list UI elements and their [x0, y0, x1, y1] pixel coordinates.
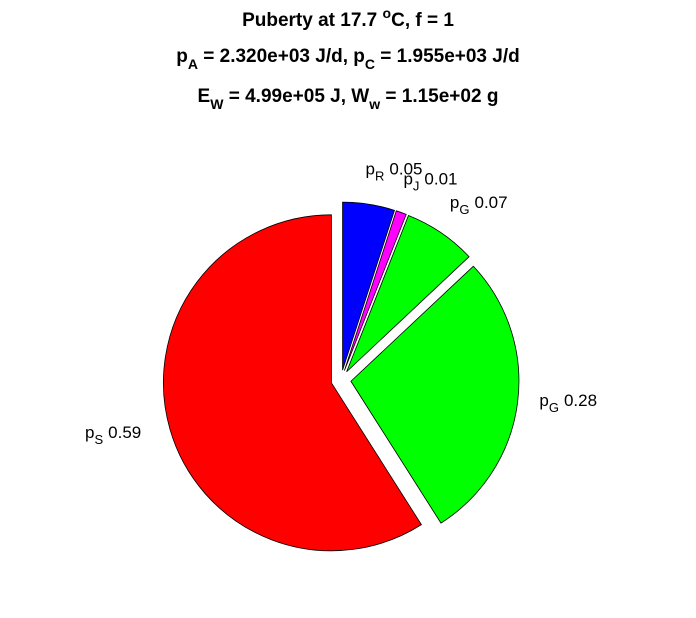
title-part: C, f = 1 [391, 10, 454, 31]
title-part: E [198, 86, 211, 107]
pie-slice [346, 215, 470, 373]
label-subscript: S [94, 432, 103, 447]
slice-label: pS 0.59 [85, 423, 141, 447]
label-value: 0.28 [564, 391, 597, 410]
title-part: = 4.99e+05 J, W [223, 86, 369, 107]
label-subscript: J [413, 178, 420, 193]
slice-label: pR 0.05 [366, 160, 423, 184]
label-name: p [366, 160, 375, 179]
label-value: 0.01 [424, 169, 457, 188]
pie-slice [342, 201, 395, 371]
title-part: = 1.15e+02 g [380, 86, 498, 107]
label-subscript: G [459, 202, 469, 217]
slice-label: pJ 0.01 [403, 169, 457, 193]
label-value: 0.59 [108, 423, 141, 442]
label-name: p [403, 169, 412, 188]
chart-title: Puberty at 17.7 oC, f = 1 [242, 5, 454, 31]
title-part: = 1.955e+03 J/d [375, 46, 520, 67]
title-part: W [210, 96, 224, 112]
label-value: 0.07 [475, 193, 508, 212]
chart-title: pA = 2.320e+03 J/d, pC = 1.955e+03 J/d [176, 46, 519, 72]
pie-slice [350, 265, 520, 524]
label-name: p [450, 193, 459, 212]
label-subscript: G [549, 400, 559, 415]
chart-title: EW = 4.99e+05 J, Ww = 1.15e+02 g [198, 86, 499, 112]
title-part: p [176, 46, 188, 67]
title-part: Puberty at 17.7 [242, 10, 382, 31]
title-part: o [383, 5, 392, 21]
title-part: w [368, 96, 380, 112]
label-name: p [539, 391, 548, 410]
slice-label: pG 0.07 [450, 193, 508, 217]
pie-slice [163, 214, 422, 552]
label-value: 0.05 [389, 160, 422, 179]
title-part: C [365, 56, 375, 72]
title-part: = 2.320e+03 J/d, p [198, 46, 365, 67]
pie-slice [344, 210, 407, 371]
title-part: A [188, 56, 198, 72]
label-name: p [85, 423, 94, 442]
label-subscript: R [375, 169, 384, 184]
slice-label: pG 0.28 [539, 391, 597, 415]
